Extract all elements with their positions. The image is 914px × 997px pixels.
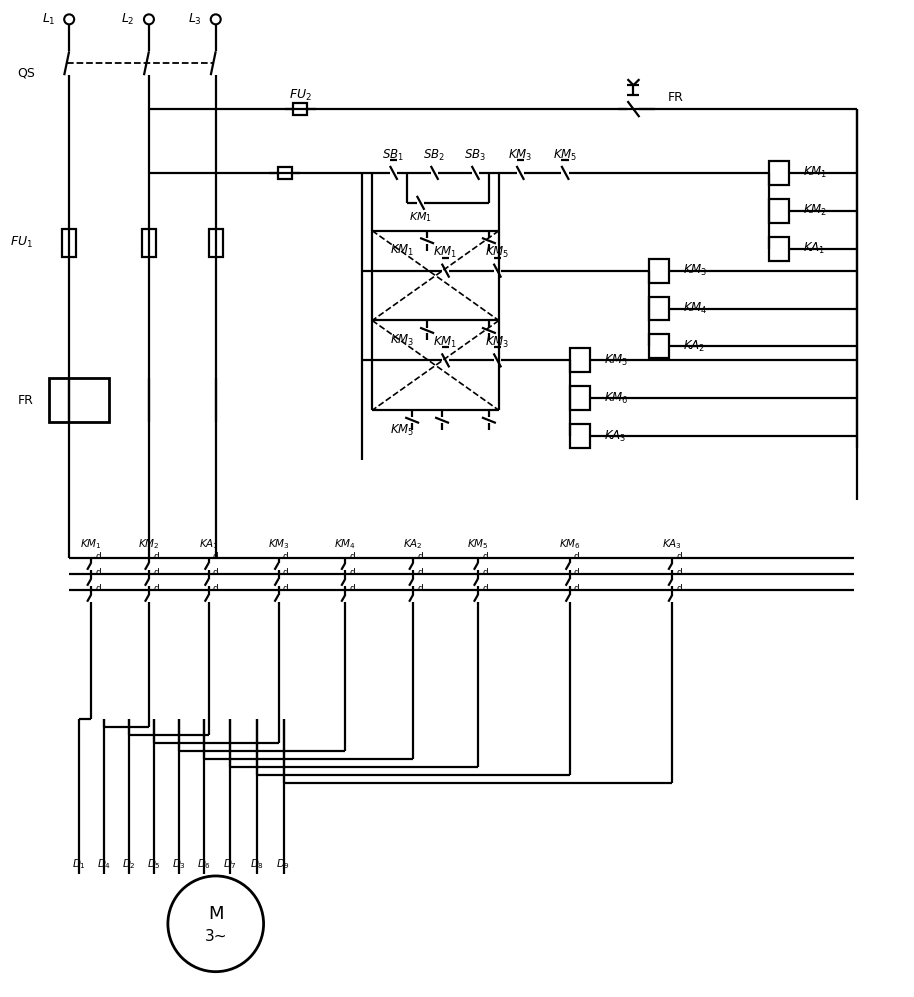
Text: $D_9$: $D_9$ bbox=[276, 857, 291, 870]
Text: $KA_3$: $KA_3$ bbox=[663, 537, 683, 550]
Text: $KA_2$: $KA_2$ bbox=[403, 537, 423, 550]
Text: FR: FR bbox=[17, 394, 33, 407]
Bar bbox=[569, 424, 590, 448]
Text: M: M bbox=[208, 905, 224, 923]
Text: $KM_3$: $KM_3$ bbox=[390, 333, 415, 348]
Circle shape bbox=[64, 14, 74, 24]
Text: d: d bbox=[213, 552, 218, 561]
Text: $KM_5$: $KM_5$ bbox=[484, 245, 509, 260]
Text: d: d bbox=[574, 568, 579, 577]
Text: FR: FR bbox=[667, 91, 684, 104]
Text: d: d bbox=[349, 584, 356, 593]
Text: $D_7$: $D_7$ bbox=[223, 857, 237, 870]
Text: $D_5$: $D_5$ bbox=[147, 857, 161, 870]
Bar bbox=[142, 228, 156, 256]
Bar bbox=[49, 378, 109, 422]
Text: $KM_3$: $KM_3$ bbox=[268, 537, 290, 550]
Text: d: d bbox=[153, 568, 159, 577]
Text: $KA_3$: $KA_3$ bbox=[603, 429, 626, 444]
Bar bbox=[62, 228, 76, 256]
Text: $KM_3$: $KM_3$ bbox=[684, 263, 707, 278]
Text: d: d bbox=[213, 584, 218, 593]
Text: $D_3$: $D_3$ bbox=[172, 857, 186, 870]
Text: $KM_4$: $KM_4$ bbox=[684, 301, 708, 316]
Text: d: d bbox=[95, 568, 101, 577]
Text: QS: QS bbox=[17, 67, 36, 80]
Text: d: d bbox=[213, 568, 218, 577]
Text: $KM_1$: $KM_1$ bbox=[802, 166, 827, 180]
Text: $SB_2$: $SB_2$ bbox=[423, 148, 445, 163]
Text: $KM_5$: $KM_5$ bbox=[603, 353, 628, 368]
Text: $L_1$: $L_1$ bbox=[41, 12, 55, 27]
Text: d: d bbox=[482, 584, 488, 593]
Text: $L_3$: $L_3$ bbox=[188, 12, 202, 27]
Text: $D_2$: $D_2$ bbox=[122, 857, 136, 870]
Text: $KM_1$: $KM_1$ bbox=[390, 243, 415, 258]
Text: d: d bbox=[417, 552, 423, 561]
Text: d: d bbox=[676, 568, 682, 577]
Circle shape bbox=[168, 876, 263, 972]
Text: $KA_1$: $KA_1$ bbox=[199, 537, 218, 550]
Text: d: d bbox=[482, 568, 488, 577]
Circle shape bbox=[211, 14, 220, 24]
Text: d: d bbox=[676, 584, 682, 593]
Text: $KM_2$: $KM_2$ bbox=[802, 203, 827, 218]
Text: $KM_5$: $KM_5$ bbox=[552, 148, 577, 163]
Text: $KM_4$: $KM_4$ bbox=[335, 537, 356, 550]
Text: d: d bbox=[349, 568, 356, 577]
Bar bbox=[769, 236, 789, 260]
Text: $KM_6$: $KM_6$ bbox=[603, 391, 628, 406]
Text: $KM_1$: $KM_1$ bbox=[80, 537, 102, 550]
Bar bbox=[769, 198, 789, 222]
Text: $KA_1$: $KA_1$ bbox=[802, 241, 825, 256]
Text: d: d bbox=[349, 552, 356, 561]
Text: d: d bbox=[482, 552, 488, 561]
Text: $KM_1$: $KM_1$ bbox=[433, 335, 457, 350]
Text: d: d bbox=[282, 568, 289, 577]
Bar bbox=[293, 103, 307, 115]
Text: $D_8$: $D_8$ bbox=[250, 857, 263, 870]
Text: $KM_1$: $KM_1$ bbox=[433, 245, 457, 260]
Text: $KM_3$: $KM_3$ bbox=[507, 148, 532, 163]
Text: 3~: 3~ bbox=[205, 929, 227, 944]
Text: d: d bbox=[417, 584, 423, 593]
Text: $KA_2$: $KA_2$ bbox=[684, 339, 706, 354]
Bar bbox=[278, 166, 292, 178]
Text: $KM_2$: $KM_2$ bbox=[138, 537, 160, 550]
Text: d: d bbox=[574, 584, 579, 593]
Text: $FU_1$: $FU_1$ bbox=[10, 235, 33, 250]
Circle shape bbox=[143, 14, 154, 24]
Text: d: d bbox=[282, 552, 289, 561]
Text: $L_2$: $L_2$ bbox=[122, 12, 135, 27]
Text: d: d bbox=[417, 568, 423, 577]
Text: d: d bbox=[95, 552, 101, 561]
Text: $SB_1$: $SB_1$ bbox=[382, 148, 404, 163]
Text: d: d bbox=[153, 552, 159, 561]
Text: $FU_2$: $FU_2$ bbox=[289, 88, 312, 103]
Text: $SB_3$: $SB_3$ bbox=[464, 148, 486, 163]
Bar bbox=[650, 258, 669, 282]
Text: $D_6$: $D_6$ bbox=[197, 857, 211, 870]
Bar bbox=[769, 161, 789, 184]
Bar bbox=[650, 334, 669, 358]
Bar bbox=[650, 296, 669, 320]
Text: $D_4$: $D_4$ bbox=[97, 857, 112, 870]
Text: $KM_3$: $KM_3$ bbox=[484, 335, 509, 350]
Text: d: d bbox=[153, 584, 159, 593]
Text: d: d bbox=[574, 552, 579, 561]
Text: d: d bbox=[282, 584, 289, 593]
Bar bbox=[569, 348, 590, 372]
Text: $KM_5$: $KM_5$ bbox=[390, 423, 414, 438]
Bar bbox=[569, 386, 590, 410]
Text: d: d bbox=[676, 552, 682, 561]
Text: $KM_6$: $KM_6$ bbox=[558, 537, 580, 550]
Text: $D_1$: $D_1$ bbox=[72, 857, 86, 870]
Text: d: d bbox=[95, 584, 101, 593]
Text: $KM_5$: $KM_5$ bbox=[467, 537, 489, 550]
Bar bbox=[208, 228, 223, 256]
Text: $KM_1$: $KM_1$ bbox=[409, 210, 431, 223]
